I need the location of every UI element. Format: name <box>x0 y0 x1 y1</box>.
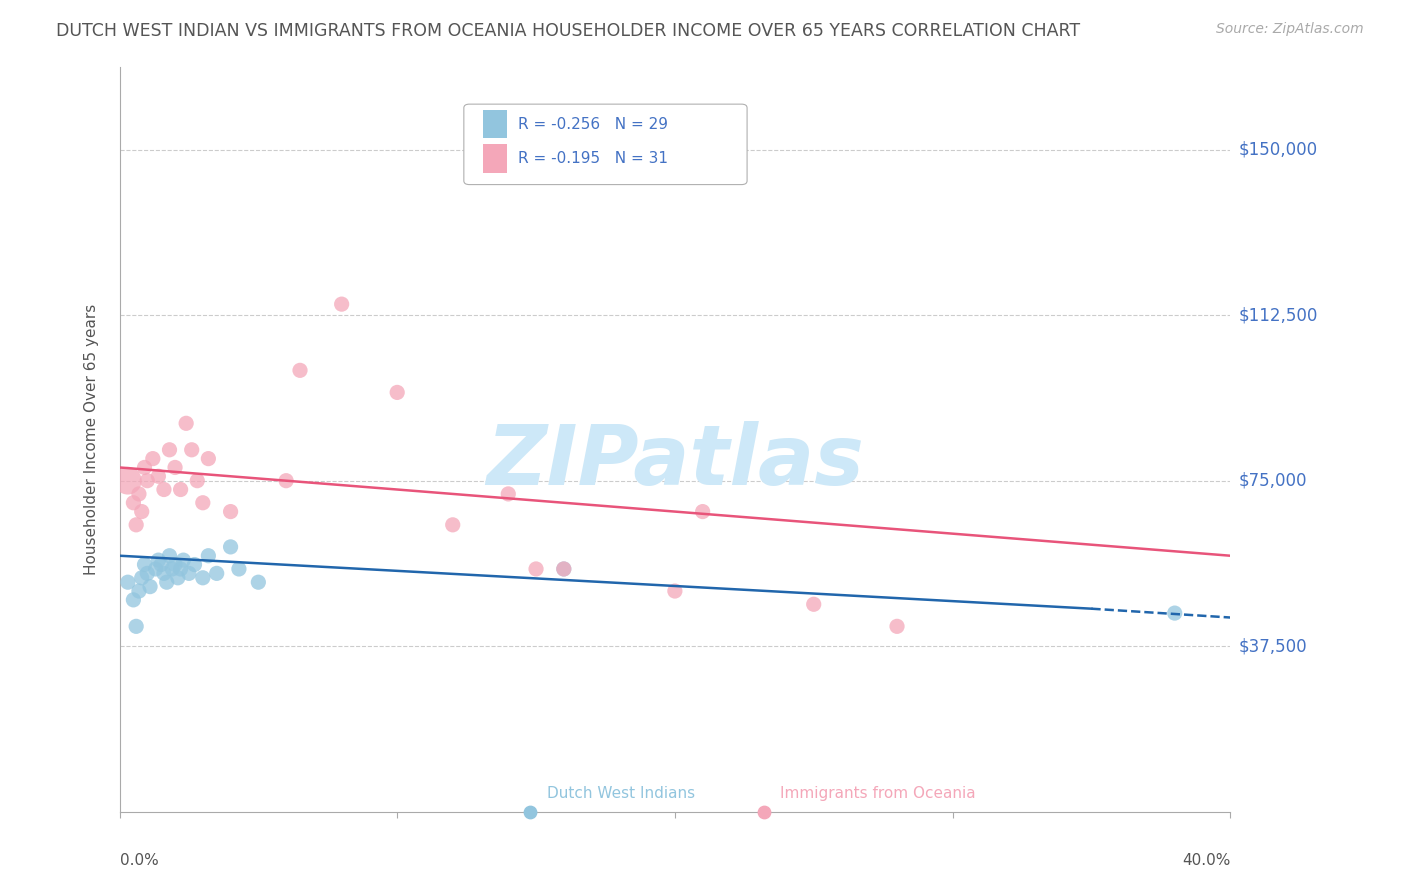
Point <box>553 562 575 576</box>
Point <box>197 549 219 563</box>
FancyBboxPatch shape <box>482 145 508 173</box>
Point <box>177 566 200 581</box>
Point <box>247 575 270 590</box>
Point <box>183 558 205 572</box>
Text: 40.0%: 40.0% <box>1182 853 1230 868</box>
Text: $75,000: $75,000 <box>1239 472 1308 490</box>
Point <box>228 562 250 576</box>
Point <box>1136 805 1159 819</box>
Point <box>122 592 145 607</box>
Point <box>139 580 162 594</box>
Point <box>288 363 311 377</box>
Point <box>169 562 191 576</box>
Point <box>142 451 165 466</box>
Point <box>205 566 228 581</box>
Point <box>172 553 194 567</box>
Text: R = -0.256   N = 29: R = -0.256 N = 29 <box>519 117 668 132</box>
Point <box>125 619 148 633</box>
Text: 0.0%: 0.0% <box>120 853 159 868</box>
Point <box>117 575 139 590</box>
Point <box>553 562 575 576</box>
Text: Immigrants from Oceania: Immigrants from Oceania <box>780 786 976 801</box>
Point <box>148 553 170 567</box>
FancyBboxPatch shape <box>482 110 508 138</box>
Point <box>664 584 686 599</box>
Text: Source: ZipAtlas.com: Source: ZipAtlas.com <box>1216 22 1364 37</box>
Text: R = -0.195   N = 31: R = -0.195 N = 31 <box>519 151 668 166</box>
Point <box>122 496 145 510</box>
Point <box>219 540 242 554</box>
Point <box>169 483 191 497</box>
Point <box>197 451 219 466</box>
Point <box>803 597 825 611</box>
Point <box>131 571 153 585</box>
Point <box>385 385 409 400</box>
Text: $37,500: $37,500 <box>1239 637 1308 656</box>
Point <box>134 460 156 475</box>
Point <box>163 460 186 475</box>
Point <box>159 549 181 563</box>
Point <box>125 517 148 532</box>
Text: ZIPatlas: ZIPatlas <box>486 421 863 502</box>
Point <box>153 566 176 581</box>
Point <box>128 487 150 501</box>
Point <box>1164 606 1187 620</box>
Point <box>163 558 186 572</box>
Point <box>134 558 156 572</box>
Point <box>180 442 202 457</box>
Point <box>159 442 181 457</box>
Text: $150,000: $150,000 <box>1239 141 1317 159</box>
Point <box>145 562 167 576</box>
Point <box>274 474 298 488</box>
Y-axis label: Householder Income Over 65 years: Householder Income Over 65 years <box>84 303 98 575</box>
Point <box>166 571 188 585</box>
FancyBboxPatch shape <box>464 104 747 185</box>
Point <box>131 505 153 519</box>
Point <box>150 558 173 572</box>
Point <box>441 517 464 532</box>
Point <box>330 297 353 311</box>
Point <box>148 469 170 483</box>
Point <box>692 505 714 519</box>
Text: $112,500: $112,500 <box>1239 306 1317 324</box>
Point <box>524 562 547 576</box>
Point <box>156 575 179 590</box>
Point <box>117 474 139 488</box>
Point <box>219 505 242 519</box>
Text: Dutch West Indians: Dutch West Indians <box>547 786 696 801</box>
Point <box>191 496 214 510</box>
Point <box>153 483 176 497</box>
Point <box>174 417 197 431</box>
Point <box>191 571 214 585</box>
Text: DUTCH WEST INDIAN VS IMMIGRANTS FROM OCEANIA HOUSEHOLDER INCOME OVER 65 YEARS CO: DUTCH WEST INDIAN VS IMMIGRANTS FROM OCE… <box>56 22 1080 40</box>
Point <box>136 566 159 581</box>
Point <box>162 562 184 576</box>
Point <box>498 487 520 501</box>
Point <box>128 584 150 599</box>
Point <box>886 619 908 633</box>
Point <box>136 474 159 488</box>
Point <box>186 474 208 488</box>
